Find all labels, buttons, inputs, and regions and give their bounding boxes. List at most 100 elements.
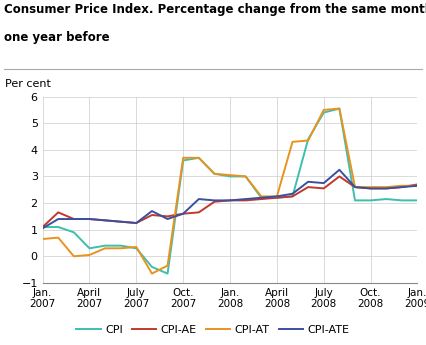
CPI-ATE [118,220,123,224]
CPI [352,198,357,203]
CPI-AE [134,221,139,225]
CPI [118,244,123,248]
CPI [415,198,420,203]
CPI-ATE [150,209,155,213]
CPI-AE [150,213,155,217]
CPI-ATE [181,211,186,216]
CPI-AE [259,197,264,201]
Line: CPI-AE: CPI-AE [43,176,417,227]
CPI-AE [305,185,311,189]
CPI-AE [181,211,186,216]
CPI [134,246,139,250]
CPI [399,198,404,203]
CPI [196,156,201,160]
Text: Per cent: Per cent [5,79,51,89]
CPI-AE [399,185,404,189]
CPI [87,246,92,250]
Line: CPI-AT: CPI-AT [43,109,417,274]
CPI-ATE [71,217,76,221]
CPI-AE [274,196,279,200]
CPI-AT [150,272,155,276]
Line: CPI-ATE: CPI-ATE [43,170,417,228]
CPI-AE [56,210,61,215]
CPI [40,225,45,229]
Legend: CPI, CPI-AE, CPI-AT, CPI-ATE: CPI, CPI-AE, CPI-AT, CPI-ATE [72,321,354,339]
CPI [290,194,295,198]
CPI-AE [337,174,342,178]
CPI-AT [71,254,76,258]
CPI [103,244,108,248]
CPI [384,197,389,201]
CPI-AT [40,237,45,241]
CPI-AE [118,220,123,224]
CPI-ATE [134,221,139,225]
CPI-ATE [305,180,311,184]
CPI-ATE [321,181,326,185]
CPI-AT [368,185,373,189]
CPI [368,198,373,203]
CPI-ATE [399,185,404,189]
CPI-AE [321,186,326,190]
CPI-AE [212,200,217,204]
CPI [274,196,279,200]
CPI [305,137,311,141]
CPI-ATE [352,185,357,189]
CPI-ATE [290,192,295,196]
CPI-AT [352,185,357,189]
CPI [243,174,248,178]
CPI-AT [321,108,326,112]
CPI [165,272,170,276]
CPI-AE [243,198,248,203]
CPI [71,230,76,234]
CPI [337,107,342,111]
CPI-AT [243,174,248,178]
CPI-AT [227,173,233,177]
CPI-AT [87,253,92,257]
CPI [259,196,264,200]
CPI [150,265,155,269]
CPI-AT [290,140,295,144]
CPI-ATE [384,186,389,190]
CPI-AE [196,210,201,215]
CPI-AT [305,138,311,142]
CPI [227,174,233,178]
CPI-AT [212,172,217,176]
CPI-AE [227,198,233,203]
CPI-AT [196,156,201,160]
Text: one year before: one year before [4,31,110,44]
CPI-ATE [274,194,279,198]
CPI-ATE [103,218,108,223]
CPI [212,172,217,176]
CPI-AT [274,194,279,198]
CPI-AT [56,236,61,240]
CPI-ATE [337,168,342,172]
CPI-ATE [415,184,420,188]
CPI-ATE [196,197,201,201]
CPI-AT [259,194,264,198]
CPI [56,225,61,229]
CPI-AE [165,214,170,218]
CPI-ATE [87,217,92,221]
CPI-AE [384,186,389,190]
CPI-AT [165,264,170,268]
CPI [181,158,186,162]
CPI-ATE [40,226,45,230]
CPI-ATE [259,196,264,200]
CPI-AE [87,217,92,221]
CPI-AT [134,245,139,249]
CPI-AT [181,156,186,160]
CPI-AT [399,184,404,188]
CPI-AT [384,185,389,189]
CPI-AT [103,246,108,250]
CPI-ATE [227,198,233,203]
Line: CPI: CPI [43,109,417,274]
CPI-AT [337,107,342,111]
CPI-AE [368,186,373,190]
CPI-AE [290,194,295,198]
CPI [321,110,326,115]
CPI-AT [118,246,123,250]
CPI-ATE [56,217,61,221]
CPI-AE [352,185,357,189]
CPI-AE [103,218,108,223]
CPI-ATE [165,217,170,221]
